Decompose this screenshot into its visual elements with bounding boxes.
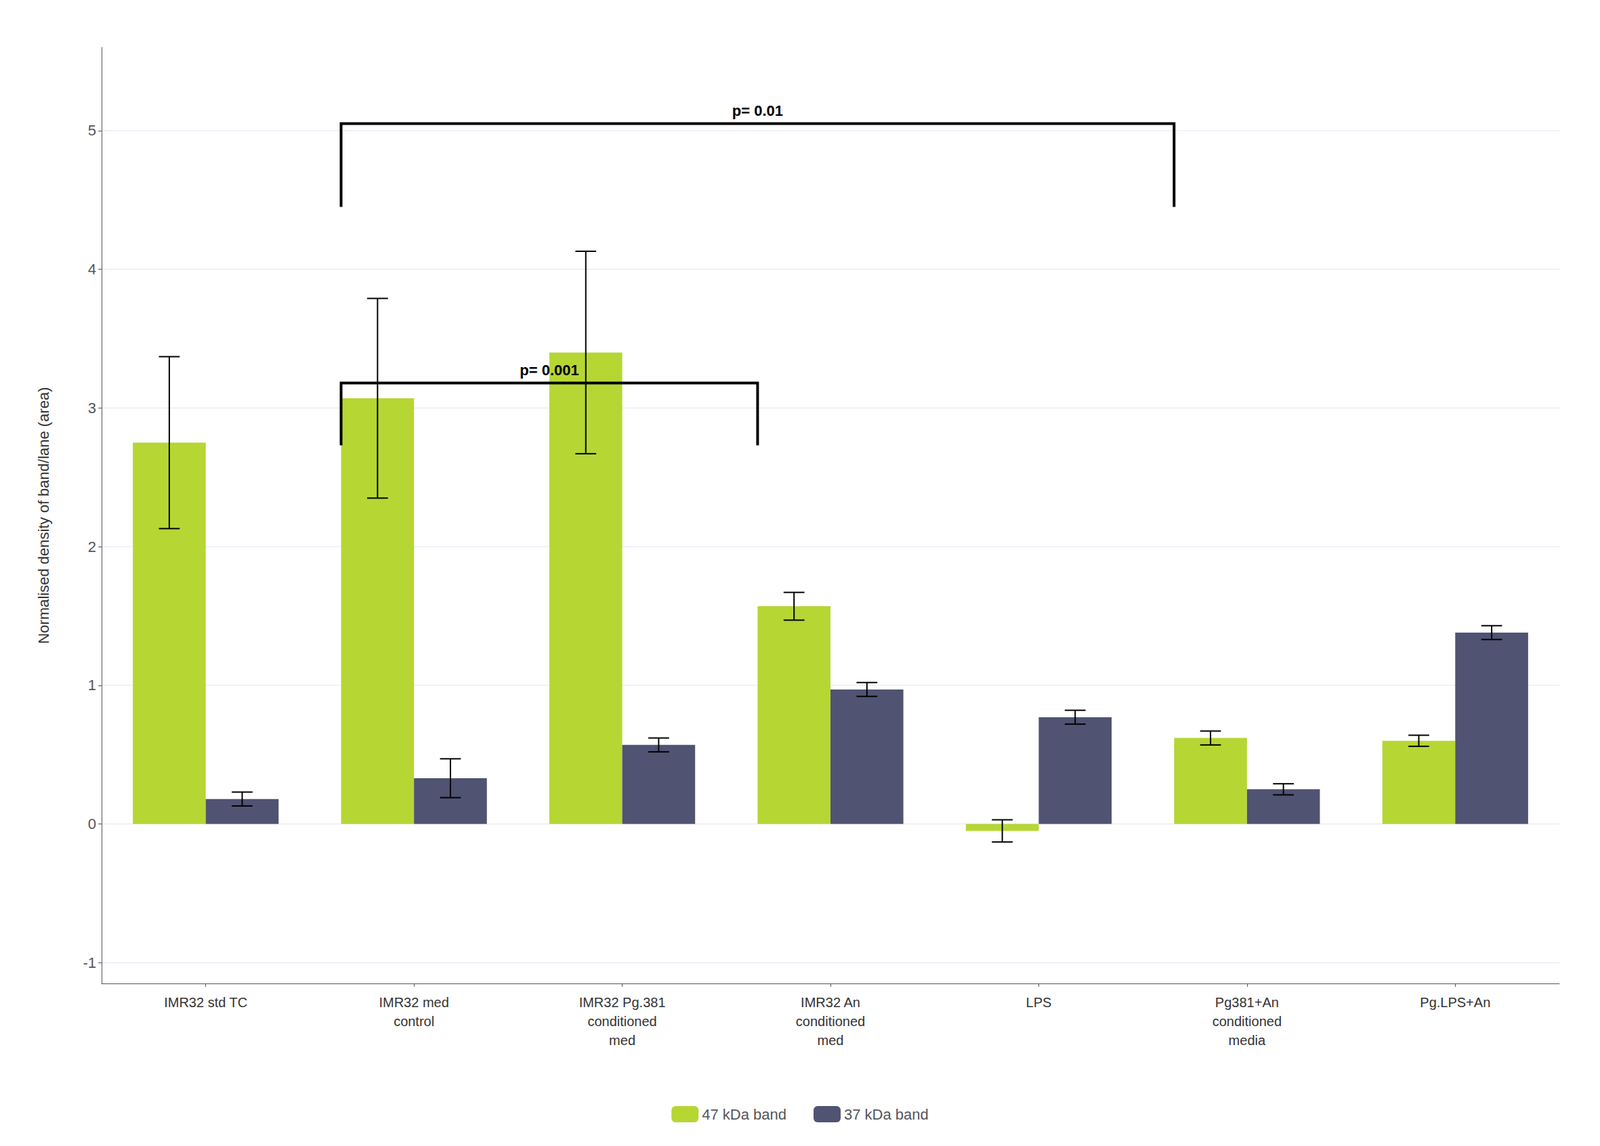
svg-text:p= 0.01: p= 0.01 bbox=[732, 102, 784, 120]
svg-text:p= 0.001: p= 0.001 bbox=[519, 361, 579, 379]
svg-text:media: media bbox=[1228, 1033, 1267, 1048]
svg-text:med: med bbox=[817, 1033, 845, 1048]
svg-text:Pg.LPS+An: Pg.LPS+An bbox=[1419, 995, 1491, 1010]
svg-text:conditioned: conditioned bbox=[795, 1014, 866, 1029]
svg-text:IMR32 med: IMR32 med bbox=[378, 995, 449, 1010]
svg-text:4: 4 bbox=[88, 260, 97, 278]
svg-text:1: 1 bbox=[88, 676, 97, 694]
svg-text:IMR32 Pg.381: IMR32 Pg.381 bbox=[579, 995, 666, 1010]
svg-text:47 kDa band: 47 kDa band bbox=[701, 1106, 787, 1124]
svg-text:IMR32 An: IMR32 An bbox=[800, 995, 861, 1010]
svg-text:conditioned: conditioned bbox=[587, 1014, 657, 1029]
svg-text:2: 2 bbox=[88, 538, 97, 556]
svg-text:0: 0 bbox=[88, 815, 97, 833]
svg-text:Pg381+An: Pg381+An bbox=[1215, 995, 1279, 1010]
svg-text:-1: -1 bbox=[82, 954, 97, 972]
svg-text:conditioned: conditioned bbox=[1212, 1014, 1282, 1029]
svg-text:5: 5 bbox=[88, 121, 97, 139]
svg-text:LPS: LPS bbox=[1026, 995, 1052, 1010]
svg-text:3: 3 bbox=[88, 399, 97, 417]
svg-text:Normalised density of band/lan: Normalised density of band/lane (area) bbox=[35, 386, 53, 644]
svg-text:med: med bbox=[608, 1033, 636, 1048]
svg-text:control: control bbox=[393, 1014, 435, 1029]
svg-text:37 kDa band: 37 kDa band bbox=[844, 1106, 929, 1124]
svg-text:IMR32 std TC: IMR32 std TC bbox=[163, 995, 248, 1010]
